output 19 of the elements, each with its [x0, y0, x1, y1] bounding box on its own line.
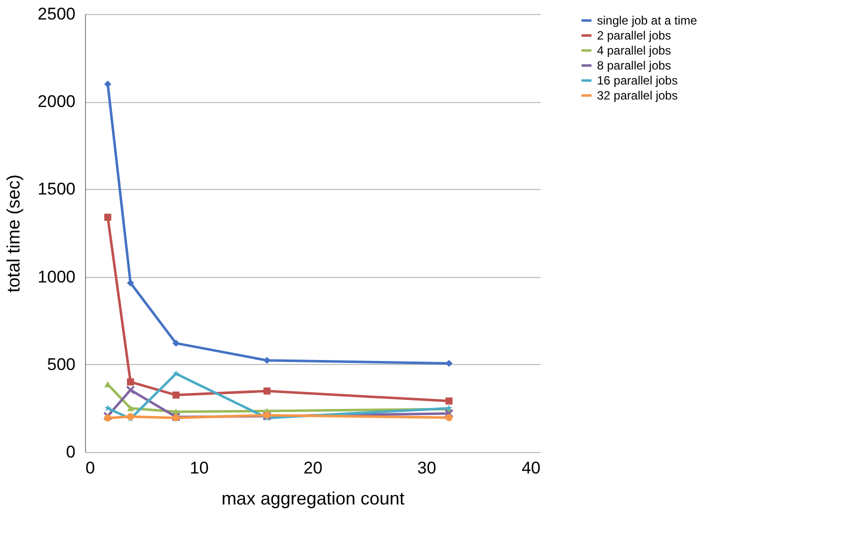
x-tick-label: 10 [190, 458, 209, 478]
y-tick-label: 1500 [38, 180, 76, 199]
legend-label: 8 parallel jobs [597, 58, 672, 72]
legend-label: 4 parallel jobs [597, 44, 672, 58]
y-axis-title: total time (sec) [4, 174, 24, 293]
y-tick-label: 0 [66, 442, 76, 462]
y-tick-label: 2500 [38, 4, 76, 24]
x-tick-label: 40 [522, 458, 540, 478]
legend-label: 16 parallel jobs [597, 74, 678, 88]
legend-label: 2 parallel jobs [597, 28, 672, 42]
y-tick-label: 500 [47, 354, 76, 374]
x-axis-title: max aggregation count [221, 488, 405, 508]
y-tick-label: 2000 [38, 92, 76, 112]
legend-label: 32 parallel jobs [597, 88, 678, 102]
y-tick-label: 1000 [38, 267, 76, 286]
legend-label: single job at a time [597, 14, 698, 28]
x-tick-label: 30 [417, 458, 436, 478]
x-tick-label: 0 [86, 458, 95, 478]
x-tick-label: 20 [304, 458, 322, 478]
